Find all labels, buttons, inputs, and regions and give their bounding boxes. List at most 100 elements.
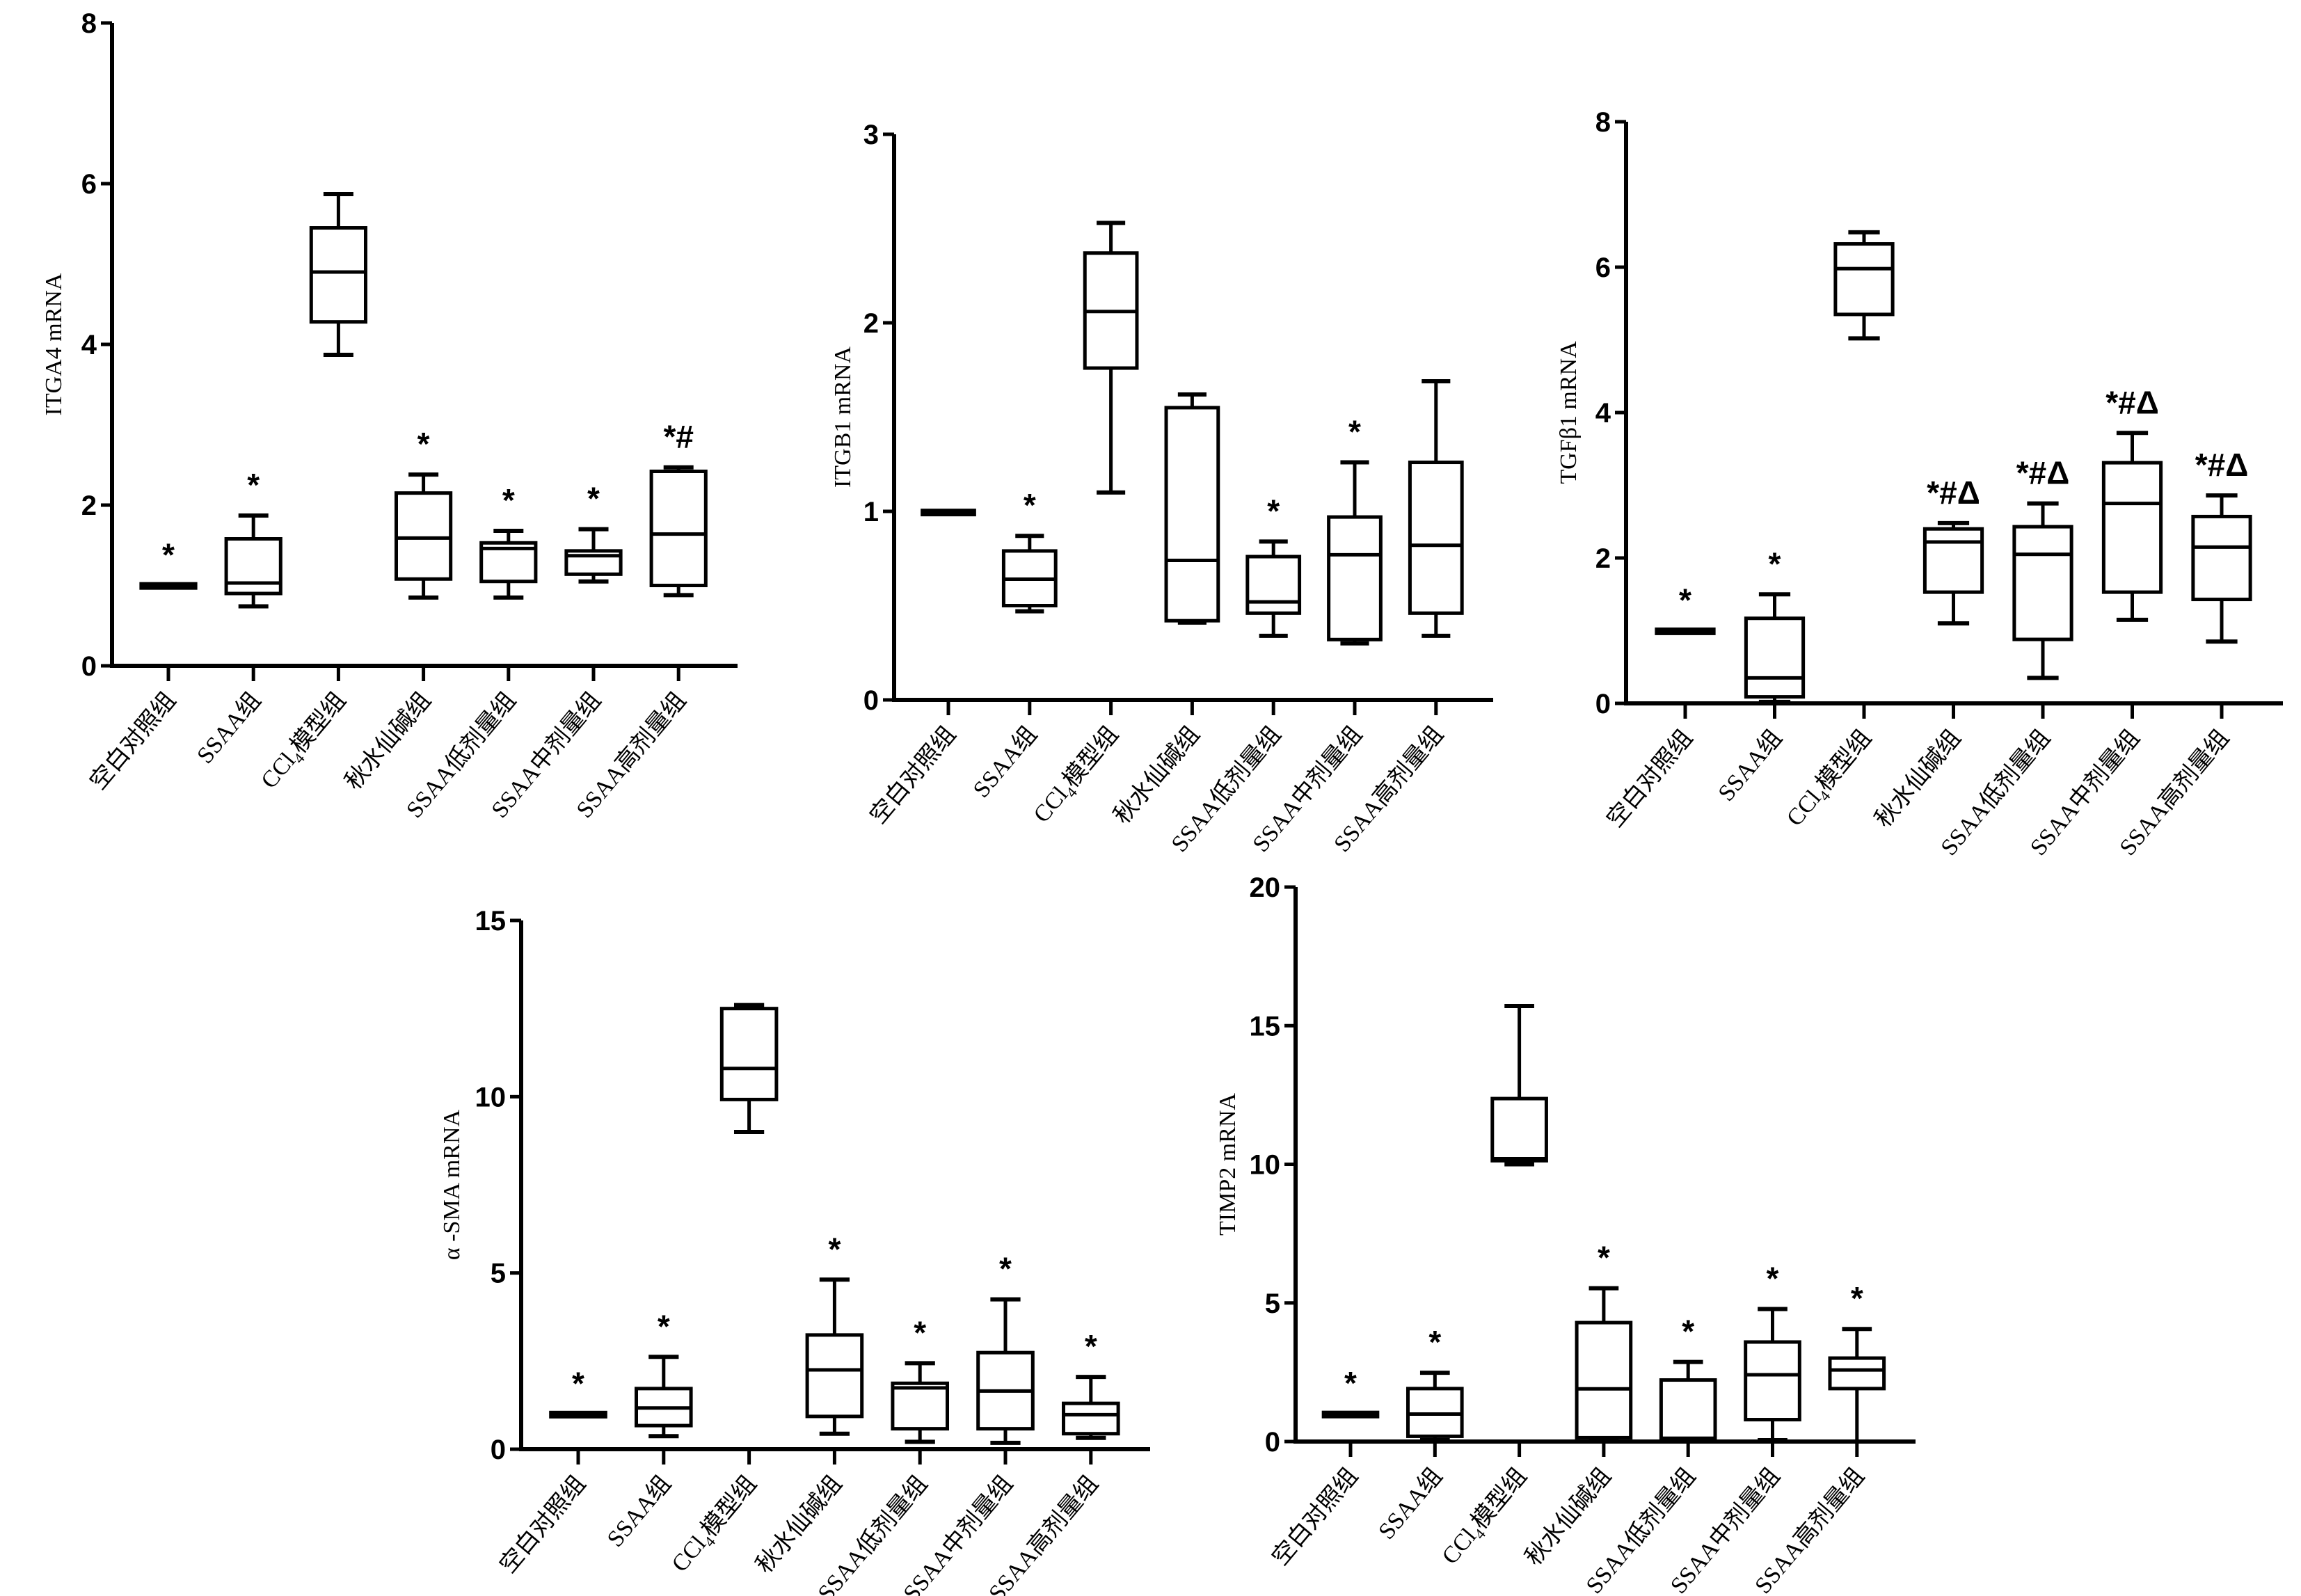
y-tick-label: 10 — [1250, 1150, 1281, 1181]
box-plot-group — [1164, 392, 1220, 625]
y-tick-label: 4 — [81, 330, 97, 360]
box-plot-group: * — [1245, 493, 1302, 638]
significance-marker: * — [417, 426, 430, 462]
y-axis-title: ITGA4 mRNA — [41, 273, 67, 415]
box-plot-group: * — [1327, 414, 1383, 646]
box-plot-group — [1490, 1003, 1548, 1167]
iqr-box — [394, 491, 453, 581]
x-category-label: CCl4模型组 — [667, 1471, 765, 1579]
significance-marker: *#Δ — [1927, 474, 1980, 511]
significance-marker: * — [247, 467, 260, 503]
y-tick-label: 8 — [1595, 107, 1611, 138]
y-tick-label: 0 — [491, 1435, 506, 1465]
category-label-part: 模型组 — [1466, 1463, 1532, 1535]
box-plot-group: * — [224, 467, 282, 609]
iqr-box — [2101, 461, 2163, 594]
x-category-label: 秋水仙碱组 — [1520, 1463, 1616, 1571]
iqr-box — [1062, 1401, 1120, 1436]
x-category-label: CCl4模型组 — [256, 687, 354, 796]
x-category-label: 秋水仙碱组 — [1870, 725, 1966, 833]
significance-marker: * — [1851, 1280, 1863, 1316]
box-plot-group: * — [394, 426, 453, 600]
x-category-label: SSAA组 — [602, 1471, 676, 1552]
y-tick-label: 0 — [81, 651, 97, 682]
iqr-box — [1833, 242, 1895, 317]
x-category-label: SSAA组 — [191, 687, 266, 769]
iqr-box — [1922, 527, 1984, 594]
y-axis-title: TIMP2 mRNA — [1215, 1093, 1241, 1236]
box-plot-group — [1833, 230, 1895, 341]
iqr-box — [1828, 1356, 1886, 1391]
x-category-label: CCl4模型组 — [1781, 725, 1879, 833]
y-tick-label: 4 — [1595, 398, 1611, 429]
box-plot-group: * — [1062, 1328, 1120, 1440]
box-plot-group: * — [891, 1314, 949, 1444]
box-plot-group — [309, 192, 368, 358]
significance-marker: * — [162, 537, 175, 573]
iqr-box — [1327, 515, 1383, 641]
iqr-box — [1408, 461, 1464, 615]
significance-marker: * — [999, 1251, 1012, 1287]
significance-marker: * — [1769, 545, 1781, 582]
y-tick-label: 15 — [475, 906, 507, 936]
iqr-box — [649, 469, 708, 587]
x-category-label: SSAA组 — [968, 721, 1042, 803]
y-tick-label: 0 — [863, 685, 879, 716]
iqr-box — [1744, 1340, 1801, 1422]
box-plot-group: * — [1321, 1365, 1380, 1419]
iqr-box — [2012, 525, 2073, 641]
x-category-label: CCl4模型组 — [1437, 1463, 1535, 1572]
x-category-label: 空白对照组 — [85, 687, 181, 795]
x-category-label: 秋水仙碱组 — [751, 1471, 847, 1579]
x-category-label: 空白对照组 — [1267, 1463, 1363, 1571]
significance-marker: * — [1679, 582, 1691, 619]
box-plot-group: * — [564, 481, 623, 584]
significance-marker: *#Δ — [2016, 455, 2070, 491]
box-plot-group: *# — [649, 419, 708, 598]
iqr-box — [2191, 514, 2252, 602]
y-tick-label: 6 — [1595, 253, 1611, 283]
x-category-label: 空白对照组 — [1602, 725, 1698, 833]
box-plot-group: * — [1744, 1261, 1801, 1443]
iqr-box — [1575, 1320, 1633, 1439]
y-axis-title: α -SMA mRNA — [439, 1109, 465, 1260]
significance-marker: * — [587, 481, 600, 517]
significance-marker: * — [914, 1314, 926, 1350]
box-plot-group: * — [139, 537, 198, 590]
iqr-box — [309, 226, 368, 324]
box-plot-group — [719, 1003, 779, 1134]
chart-timp2: 0 5 10 15 20 TIMP2 mRNA 空白对照组 SSAA组CCl4模型组秋水仙碱组… — [1215, 872, 1916, 1596]
significance-marker: *#Δ — [2195, 447, 2249, 483]
box-plot-group: * — [805, 1231, 864, 1436]
iqr-box — [891, 1381, 949, 1431]
x-category-label: 空白对照组 — [865, 721, 961, 829]
box-plot-group: * — [976, 1251, 1035, 1445]
iqr-box — [1164, 406, 1220, 623]
y-tick-label: 2 — [81, 490, 97, 521]
box-plot-group: * — [1659, 1314, 1717, 1443]
x-category-label: SSAA组 — [1374, 1463, 1448, 1545]
box-plot-group: * — [1828, 1280, 1886, 1444]
iqr-box — [1744, 616, 1806, 699]
box-plot-group: *#Δ — [2012, 455, 2073, 680]
box-plot-group: *#Δ — [2101, 384, 2163, 622]
y-tick-label: 8 — [81, 8, 97, 39]
box-plot-group: *#Δ — [2191, 447, 2252, 644]
significance-marker: * — [502, 482, 515, 518]
y-tick-label: 2 — [863, 308, 879, 339]
box-plot-group — [1083, 221, 1139, 495]
y-tick-label: 10 — [475, 1082, 507, 1112]
box-plot-group: * — [1001, 487, 1058, 614]
iqr-box — [1659, 1378, 1717, 1441]
y-axis-title: ITGB1 mRNA — [830, 346, 856, 488]
significance-marker: * — [828, 1231, 841, 1267]
significance-marker: * — [658, 1308, 670, 1344]
y-tick-label: 0 — [1595, 689, 1611, 719]
category-label-part: 模型组 — [1058, 721, 1124, 793]
x-category-label: 空白对照组 — [495, 1471, 591, 1579]
significance-marker: * — [1024, 487, 1036, 523]
significance-marker: * — [1682, 1314, 1694, 1350]
